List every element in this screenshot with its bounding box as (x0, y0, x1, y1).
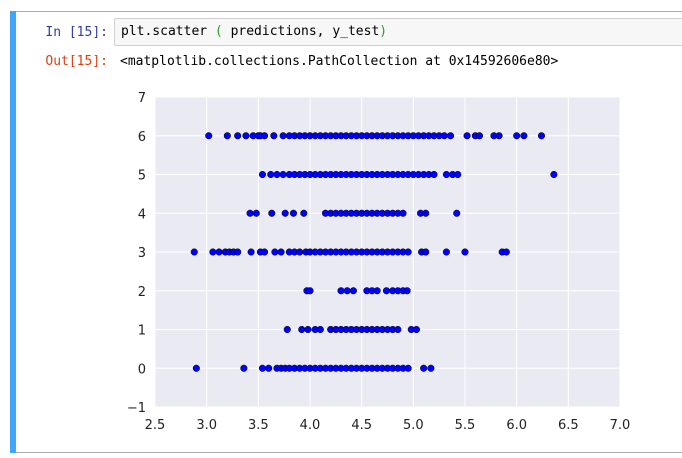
data-point (520, 132, 528, 140)
data-point (260, 248, 269, 256)
data-point (215, 248, 223, 256)
data-point (240, 364, 248, 372)
data-point (502, 248, 510, 256)
cell-selection-bar (10, 11, 16, 453)
data-point (283, 325, 291, 334)
data-point (382, 287, 391, 295)
input-prompt: In [15]: (45, 25, 108, 40)
x-tick-label: 5.5 (455, 418, 476, 433)
data-point (394, 325, 402, 334)
data-point (281, 209, 289, 217)
data-point (373, 287, 381, 295)
data-point (234, 132, 242, 140)
data-point (513, 132, 521, 140)
data-point (537, 132, 546, 140)
x-tick-label: 4.5 (351, 418, 372, 433)
code-close-paren: ) (379, 24, 388, 39)
data-point (442, 248, 450, 256)
x-tick-label: 6.0 (506, 418, 527, 433)
data-point (289, 209, 298, 217)
data-point (343, 287, 351, 295)
data-point (258, 364, 267, 372)
data-point (258, 170, 267, 179)
data-point (404, 248, 412, 256)
x-tick-label: 6.5 (558, 418, 579, 433)
data-point (300, 209, 308, 217)
data-point (270, 132, 278, 140)
y-tick-label: 2 (138, 285, 146, 300)
data-point (268, 209, 276, 217)
y-tick-label: −1 (127, 401, 146, 416)
data-point (190, 248, 198, 256)
code-input[interactable]: plt.scatter ( predictions, y_test) (114, 18, 682, 46)
data-point (461, 248, 469, 256)
output-prompt: Out[15]: (45, 54, 108, 69)
data-point (279, 132, 287, 140)
data-point (234, 248, 242, 256)
data-point (223, 132, 231, 140)
data-point (422, 248, 430, 256)
data-point (454, 170, 462, 179)
data-point (192, 364, 200, 372)
data-point (242, 132, 250, 140)
data-point (495, 132, 503, 140)
y-tick-label: 1 (138, 324, 146, 339)
data-point (430, 170, 438, 179)
output-repr: <matplotlib.collections.PathCollection a… (120, 54, 559, 69)
x-tick-label: 2.5 (145, 418, 166, 433)
data-point (404, 364, 412, 372)
data-point (247, 248, 255, 256)
data-point (349, 287, 357, 295)
data-point (403, 287, 411, 295)
code-args: predictions, y_test (230, 24, 380, 39)
x-tick-label: 7.0 (610, 418, 631, 433)
y-tick-label: 3 (138, 246, 146, 261)
data-point (316, 325, 324, 334)
data-point (453, 209, 461, 217)
y-tick-label: 4 (138, 207, 146, 222)
code-text: plt.scatter ( predictions, y_test) (121, 24, 387, 39)
x-tick-label: 3.5 (248, 418, 269, 433)
data-point (463, 132, 471, 140)
data-point (205, 132, 213, 140)
data-point (442, 170, 450, 179)
data-point (304, 325, 312, 334)
data-point (446, 132, 455, 140)
data-point (265, 364, 273, 372)
y-tick-label: 0 (138, 362, 146, 377)
y-tick-label: 6 (138, 130, 146, 145)
data-point (420, 364, 428, 372)
data-point (298, 325, 306, 334)
data-point (260, 132, 269, 140)
data-point (550, 170, 558, 179)
y-tick-label: 5 (138, 169, 146, 184)
data-point (271, 248, 279, 256)
data-point (209, 248, 217, 256)
data-point (440, 132, 448, 140)
x-tick-label: 5.0 (403, 418, 424, 433)
code-open-paren: ( (214, 24, 223, 39)
y-tick-label: 7 (138, 91, 146, 106)
data-point (246, 209, 254, 217)
data-point (475, 132, 484, 140)
data-point (427, 364, 435, 372)
code-func: plt.scatter (121, 24, 208, 39)
data-point (252, 209, 260, 217)
data-point (279, 170, 287, 179)
data-point (296, 248, 304, 256)
data-point (337, 287, 345, 295)
x-tick-label: 4.0 (300, 418, 321, 433)
data-point (412, 325, 420, 334)
data-point (277, 248, 285, 256)
data-point (273, 170, 281, 179)
data-point (422, 209, 430, 217)
data-point (399, 209, 407, 217)
x-tick-label: 3.0 (196, 418, 217, 433)
data-point (306, 287, 314, 295)
data-point (267, 170, 275, 179)
